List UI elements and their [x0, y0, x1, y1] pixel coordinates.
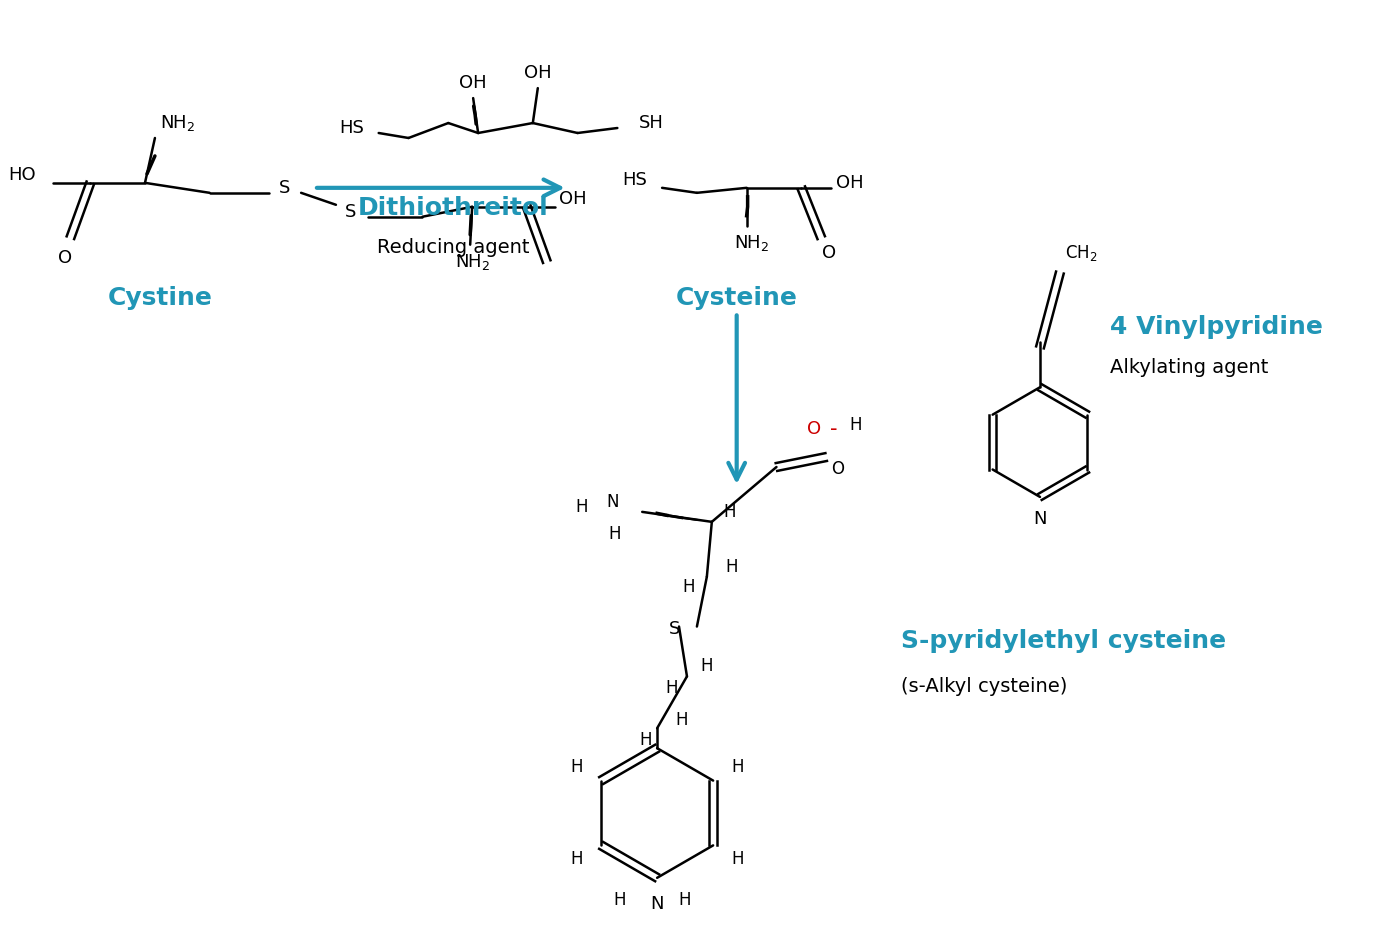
Text: H: H	[731, 757, 743, 775]
Text: Cysteine: Cysteine	[675, 285, 797, 310]
Text: S-pyridylethyl cysteine: S-pyridylethyl cysteine	[901, 629, 1226, 654]
Text: H: H	[682, 577, 695, 595]
Text: Dithiothreitol: Dithiothreitol	[358, 196, 548, 219]
Text: S: S	[670, 620, 681, 638]
Text: SH: SH	[639, 114, 664, 132]
Text: H: H	[724, 503, 736, 521]
Text: Reducing agent: Reducing agent	[376, 238, 530, 257]
Text: H: H	[613, 891, 626, 909]
Text: HS: HS	[339, 119, 364, 137]
Text: N: N	[606, 493, 619, 511]
FancyArrowPatch shape	[728, 316, 745, 479]
Text: H: H	[850, 416, 862, 434]
Text: N: N	[650, 895, 664, 913]
Text: H: H	[570, 851, 583, 869]
Text: O: O	[822, 244, 836, 262]
Text: H: H	[700, 658, 713, 675]
FancyArrowPatch shape	[317, 180, 561, 196]
Text: NH$_2$: NH$_2$	[454, 252, 490, 271]
Text: OH: OH	[459, 74, 487, 92]
Text: H: H	[666, 679, 678, 697]
Text: O: O	[807, 420, 821, 438]
Text: HS: HS	[623, 171, 648, 188]
Text: H: H	[570, 757, 583, 775]
Text: S: S	[345, 203, 357, 220]
Text: O: O	[58, 249, 72, 267]
Text: Cystine: Cystine	[108, 285, 212, 310]
Text: H: H	[608, 525, 620, 543]
Text: H: H	[678, 891, 691, 909]
Text: 4 Vinylpyridine: 4 Vinylpyridine	[1110, 316, 1323, 339]
Text: H: H	[639, 731, 652, 749]
Text: OH: OH	[559, 189, 587, 208]
Text: (s-Alkyl cysteine): (s-Alkyl cysteine)	[901, 677, 1067, 696]
Text: NH$_2$: NH$_2$	[734, 233, 770, 252]
Text: H: H	[725, 558, 738, 576]
Text: HO: HO	[8, 166, 36, 184]
Text: H: H	[731, 851, 743, 869]
Text: NH$_2$: NH$_2$	[161, 113, 195, 133]
Text: OH: OH	[525, 64, 552, 82]
Text: O: O	[832, 460, 844, 478]
Text: -: -	[830, 419, 837, 439]
Text: N: N	[1034, 510, 1046, 528]
Text: S: S	[278, 179, 289, 197]
Text: H: H	[574, 498, 588, 516]
Text: OH: OH	[836, 174, 864, 192]
Text: CH$_2$: CH$_2$	[1064, 243, 1098, 263]
Text: H: H	[675, 711, 688, 729]
Text: Alkylating agent: Alkylating agent	[1110, 358, 1268, 377]
